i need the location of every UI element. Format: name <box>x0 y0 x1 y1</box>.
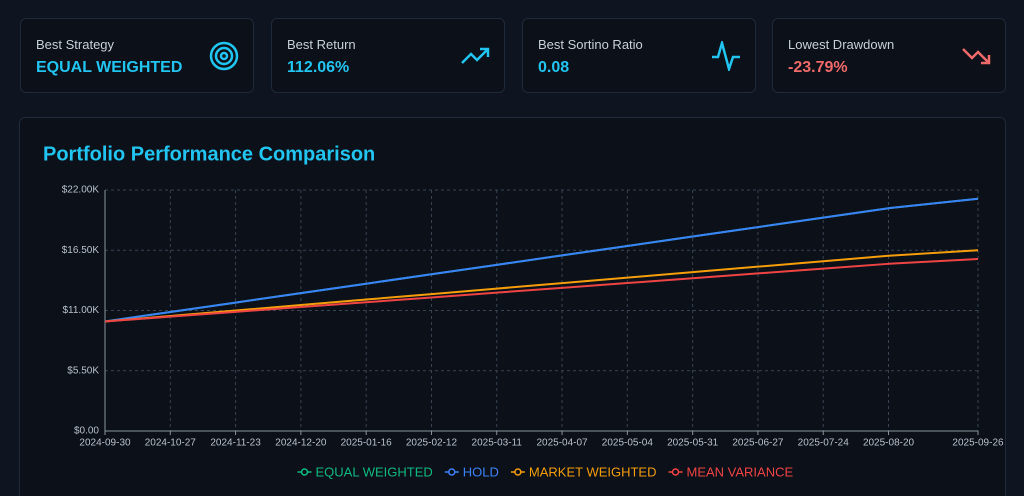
x-tick-label: 2024-10-27 <box>145 438 197 449</box>
x-tick-label: 2025-03-11 <box>472 438 523 449</box>
target-icon <box>209 41 239 71</box>
pulse-icon <box>712 41 740 71</box>
x-tick-label: 2024-11-23 <box>210 438 261 449</box>
x-tick-label: 2025-08-20 <box>863 438 915 449</box>
stat-card: Best Sortino Ratio 0.08 <box>522 18 756 93</box>
y-tick-label: $5.50K <box>67 365 99 376</box>
card-value: 112.06% <box>287 59 350 76</box>
legend-label: MARKET WEIGHTED <box>529 464 657 479</box>
x-tick-label: 2025-09-26 <box>952 438 1004 449</box>
x-tick-label: 2025-05-31 <box>667 438 719 449</box>
legend-icon <box>514 468 522 476</box>
card-value: EQUAL WEIGHTED <box>36 59 183 76</box>
card-label: Best Strategy <box>36 37 115 52</box>
stat-card: Best Strategy EQUAL WEIGHTED <box>20 18 254 93</box>
stat-card: Lowest Drawdown -23.79% <box>772 18 1006 93</box>
legend-icon <box>448 468 456 476</box>
legend-label: MEAN VARIANCE <box>687 464 794 479</box>
series-line <box>104 197 979 323</box>
card-label: Best Return <box>287 37 356 52</box>
card-label: Best Sortino Ratio <box>538 37 643 52</box>
card-value: 0.08 <box>538 59 570 76</box>
x-tick-label: 2024-12-20 <box>275 438 327 449</box>
legend-icon <box>671 468 680 476</box>
legend-icon <box>300 468 309 476</box>
card-value: -23.79% <box>788 59 848 76</box>
x-tick-label: 2025-06-27 <box>732 438 784 449</box>
x-tick-label: 2024-09-30 <box>79 438 131 449</box>
stat-card: Best Return 112.06% <box>271 18 505 93</box>
series-line <box>104 258 979 323</box>
series-line <box>104 249 979 323</box>
chart-panel: Portfolio Performance Comparison $0.00 $5… <box>19 117 1006 496</box>
legend-label: HOLD <box>463 464 499 479</box>
x-tick-label: 2025-04-07 <box>536 438 588 449</box>
x-tick-label: 2025-01-16 <box>341 438 393 449</box>
chart: Portfolio Performance Comparison $0.00 $5… <box>43 143 1004 479</box>
x-tick-label: 2025-05-04 <box>602 438 654 449</box>
y-tick-label: $11.00K <box>62 305 99 316</box>
chart-title: Portfolio Performance Comparison <box>43 143 375 165</box>
card-label: Lowest Drawdown <box>788 37 895 52</box>
trend-down-icon <box>962 48 991 65</box>
x-tick-label: 2025-02-12 <box>406 438 458 449</box>
x-tick-label: 2025-07-24 <box>798 438 850 449</box>
y-tick-label: $22.00K <box>62 185 100 196</box>
y-tick-label: $16.50K <box>62 245 100 256</box>
trend-up-icon <box>461 47 490 64</box>
y-tick-label: $0.00 <box>74 426 99 437</box>
legend-label: EQUAL WEIGHTED <box>316 464 433 479</box>
